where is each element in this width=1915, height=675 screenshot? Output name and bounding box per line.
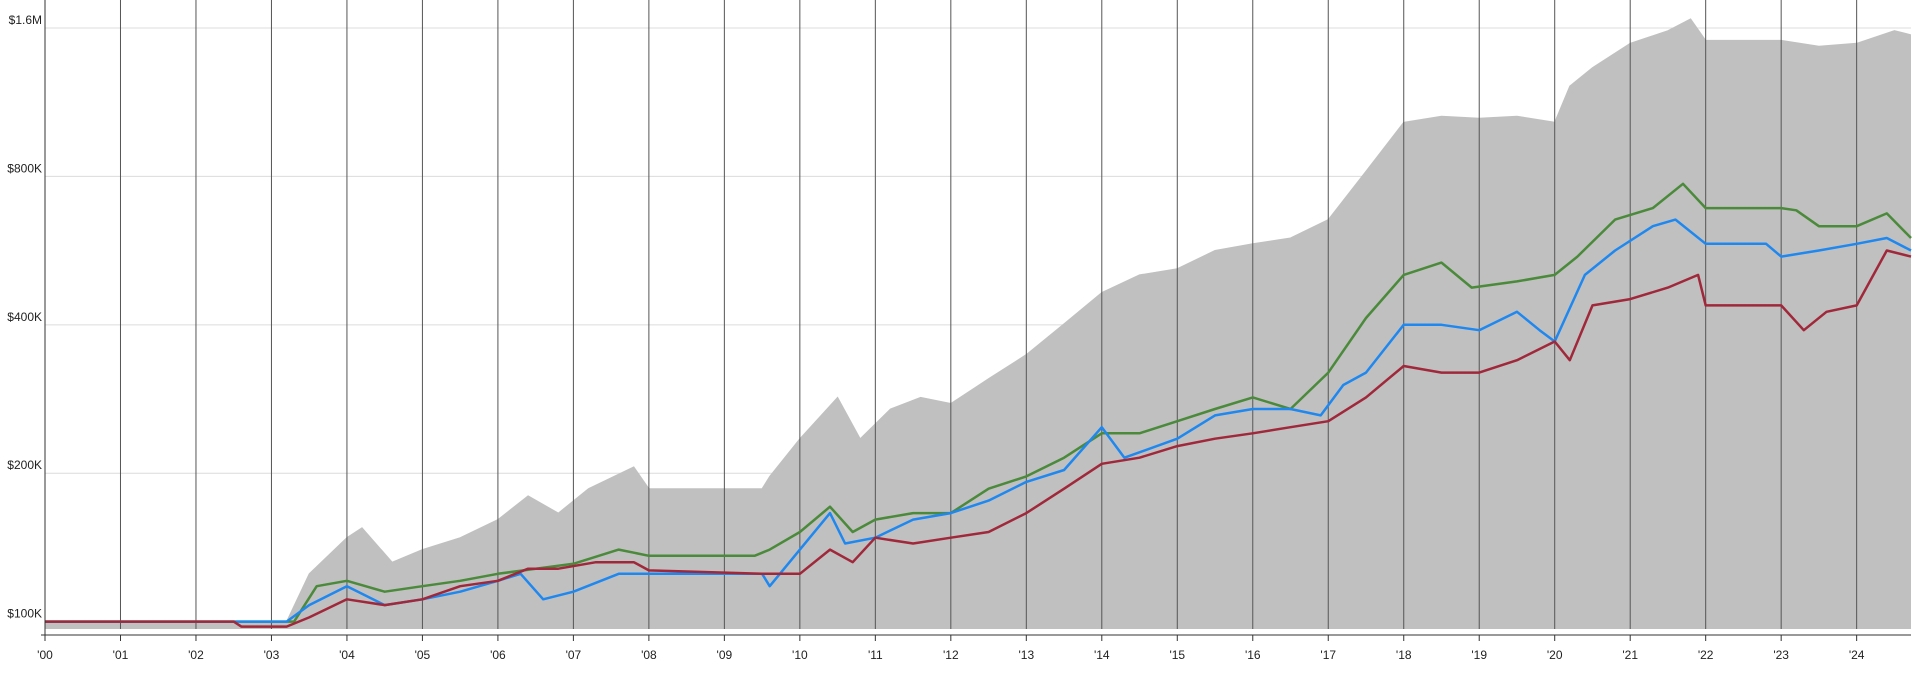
x-tick-label: '02 — [188, 648, 204, 662]
x-tick-label: '11 — [868, 648, 883, 662]
y-tick-label: $200K — [7, 458, 42, 472]
x-tick-label: '05 — [415, 648, 431, 662]
x-tick-label: '19 — [1471, 648, 1487, 662]
x-tick-label: '01 — [113, 648, 129, 662]
x-tick-label: '04 — [339, 648, 355, 662]
x-tick-label: '16 — [1245, 648, 1261, 662]
x-tick-label: '24 — [1849, 648, 1865, 662]
x-tick-label: '23 — [1773, 648, 1789, 662]
x-tick-label: '07 — [566, 648, 582, 662]
x-tick-label: '13 — [1018, 648, 1034, 662]
x-tick-label: '22 — [1698, 648, 1714, 662]
x-tick-label: '03 — [264, 648, 280, 662]
x-tick-label: '00 — [37, 648, 53, 662]
series-line — [45, 218, 1912, 623]
x-tick-label: '08 — [641, 648, 657, 662]
x-tick-label: '17 — [1320, 648, 1336, 662]
y-tick-label: $100K — [7, 607, 42, 621]
x-tick-label: '10 — [792, 648, 808, 662]
x-tick-label: '21 — [1622, 648, 1638, 662]
x-tick-label: '14 — [1094, 648, 1110, 662]
series-line — [45, 249, 1912, 628]
x-tick-label: '20 — [1547, 648, 1563, 662]
x-tick-label: '09 — [717, 648, 733, 662]
y-tick-label: $1.6M — [9, 13, 42, 27]
y-tick-label: $800K — [7, 161, 42, 175]
x-tick-label: '06 — [490, 648, 506, 662]
x-tick-label: '18 — [1396, 648, 1412, 662]
x-tick-label: '12 — [943, 648, 959, 662]
y-tick-label: $400K — [7, 310, 42, 324]
x-tick-label: '15 — [1169, 648, 1185, 662]
area-fill — [45, 18, 1911, 629]
